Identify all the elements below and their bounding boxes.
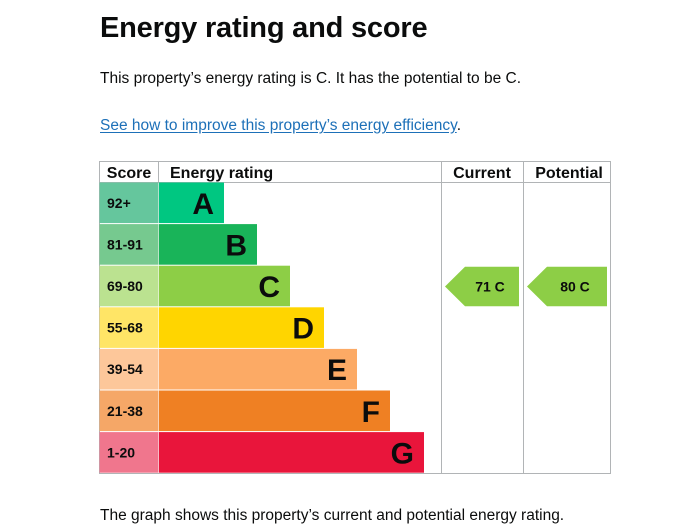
- header-energy-rating: Energy rating: [170, 165, 273, 182]
- energy-rating-summary: This property’s energy rating is C. It h…: [100, 70, 522, 87]
- score-label-a: 92+: [107, 195, 131, 211]
- score-cell-a: [99, 182, 159, 224]
- score-cell-g: [99, 432, 159, 473]
- score-label-c: 69-80: [107, 278, 143, 294]
- header-current: Current: [453, 165, 511, 182]
- rating-letter-b: B: [225, 229, 247, 262]
- score-cell-c: [99, 265, 159, 307]
- link-suffix: .: [456, 117, 461, 134]
- header-potential: Potential: [535, 165, 603, 182]
- rating-bar-b: [159, 224, 257, 265]
- score-cell-f: [99, 390, 159, 432]
- rating-letter-f: F: [362, 396, 380, 429]
- rating-letter-d: D: [292, 313, 314, 346]
- potential-rating-arrow-label: 80 C: [560, 279, 590, 295]
- rating-bar-f: [159, 390, 390, 432]
- rating-bar-e: [159, 348, 357, 390]
- current-rating-arrow-label: 71 C: [475, 279, 505, 295]
- rating-bands: 92+ A 81-91 B 69-80 C 55-68 D 39-54 E 21-38 F 1-20 G: [99, 182, 424, 473]
- rating-arrows: 71 C 80 C: [445, 266, 607, 307]
- improve-link-paragraph: See how to improve this property’s energ…: [100, 115, 461, 137]
- score-label-d: 55-68: [107, 320, 143, 336]
- rating-letter-g: G: [391, 437, 414, 470]
- chart-caption: The graph shows this property’s current …: [100, 507, 565, 524]
- rating-bar-g: [159, 432, 424, 473]
- header-score: Score: [107, 165, 152, 182]
- score-label-f: 21-38: [107, 403, 143, 419]
- current-rating-arrow: [445, 266, 519, 307]
- rating-bar-d: [159, 307, 324, 348]
- improve-energy-efficiency-link[interactable]: See how to improve this property’s energ…: [100, 117, 457, 134]
- rating-bar-a: [159, 182, 224, 224]
- score-label-g: 1-20: [107, 444, 135, 460]
- rating-letter-c: C: [258, 271, 280, 304]
- score-cell-e: [99, 348, 159, 390]
- score-label-b: 81-91: [107, 236, 143, 252]
- score-cell-d: [99, 307, 159, 348]
- rating-bar-c: [159, 265, 290, 307]
- rating-letter-e: E: [327, 354, 347, 387]
- score-cell-b: [99, 224, 159, 265]
- rating-letter-a: A: [192, 188, 214, 221]
- column-headers: Score Energy rating Current Potential: [107, 165, 603, 182]
- page-title: Energy rating and score: [100, 12, 428, 44]
- potential-rating-arrow: [527, 266, 607, 307]
- energy-rating-chart: Score Energy rating Current Potential 92…: [99, 161, 611, 474]
- score-label-e: 39-54: [107, 361, 143, 377]
